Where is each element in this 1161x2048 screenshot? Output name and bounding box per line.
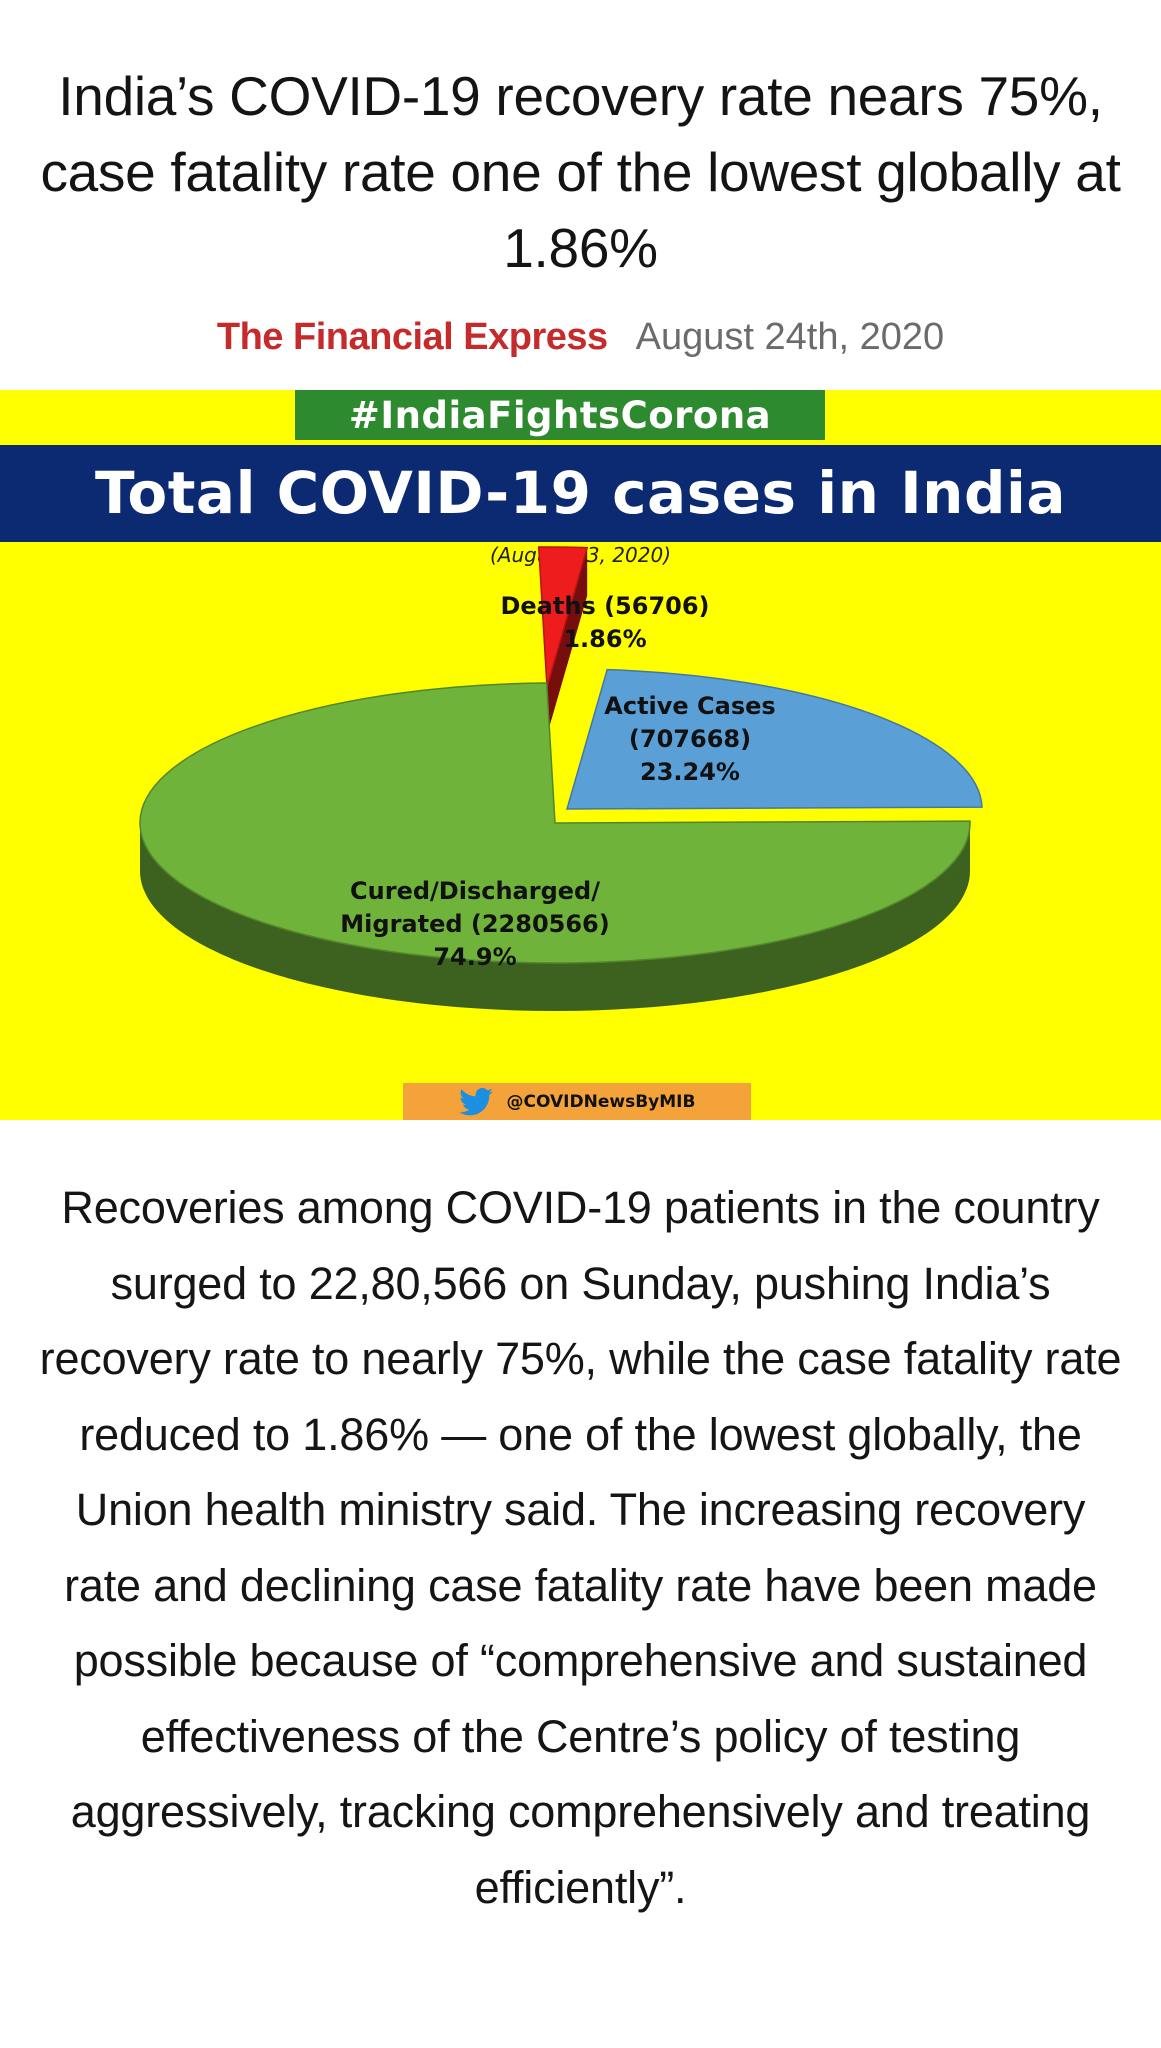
chart-title: Total COVID-19 cases in India: [0, 445, 1161, 542]
label-deaths: Deaths (56706) 1.86%: [440, 590, 770, 656]
publish-date: August 24th, 2020: [635, 316, 945, 358]
label-active-pct: 23.24%: [640, 758, 740, 786]
pie-chart: [139, 546, 983, 1011]
byline: The Financial Express August 24th, 2020: [0, 312, 1161, 362]
label-cured: Cured/Discharged/ Migrated (2280566) 74.…: [280, 875, 670, 974]
label-active: Active Cases (707668) 23.24%: [565, 690, 815, 789]
article-headline: India’s COVID-19 recovery rate nears 75%…: [40, 65, 1121, 279]
twitter-tag: @COVIDNewsByMIB: [403, 1083, 751, 1120]
label-deaths-name: Deaths (56706): [500, 592, 710, 620]
twitter-handle: @COVIDNewsByMIB: [506, 1091, 696, 1112]
label-deaths-pct: 1.86%: [563, 625, 647, 653]
label-cured-value: Migrated (2280566): [340, 910, 610, 938]
pie-slice-active: [566, 668, 983, 810]
pie-wall-deaths: [547, 547, 588, 735]
source-link[interactable]: The Financial Express: [216, 316, 608, 358]
label-cured-pct: 74.9%: [433, 943, 517, 971]
pie-slice-cured: [139, 682, 971, 964]
label-active-value: (707668): [628, 725, 752, 753]
hashtag-banner: #IndiaFightsCorona: [295, 390, 825, 440]
pie-slice-deaths: [537, 546, 589, 688]
pie-side-cured: [140, 823, 970, 1011]
twitter-bird-icon: [458, 1087, 493, 1115]
label-active-name: Active Cases: [604, 692, 776, 720]
label-cured-name: Cured/Discharged/: [350, 877, 600, 905]
article-body: Recoveries among COVID-19 patients in th…: [39, 1182, 1122, 1913]
infographic-image: #IndiaFightsCorona Total COVID-19 cases …: [0, 390, 1161, 1120]
